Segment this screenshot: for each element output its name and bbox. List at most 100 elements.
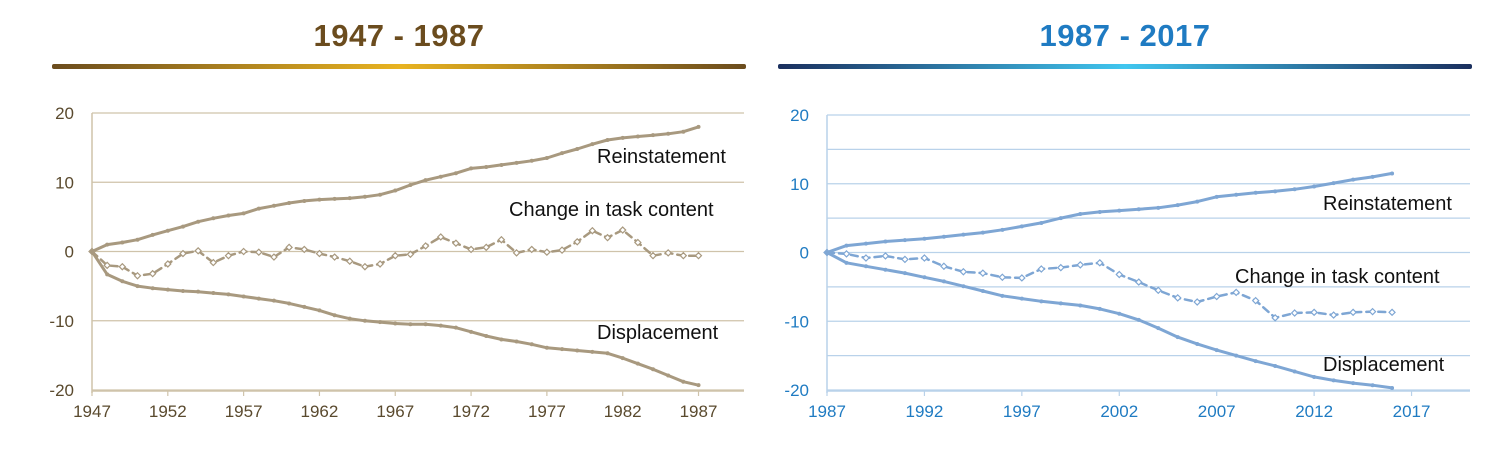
left-x-tick-label: 1982	[604, 402, 642, 421]
right-series-displacement-point	[1078, 303, 1083, 308]
left-series-displacement-point	[575, 348, 580, 353]
left-series-change-in-task-content-point	[315, 249, 324, 258]
left-series-change-in-task-content-point	[103, 261, 112, 270]
left-series-change-in-task-content-point	[573, 237, 582, 246]
right-series-reinstatement-point	[1156, 205, 1161, 210]
left-series-reinstatement-point	[362, 194, 367, 199]
left-x-tick-label: 1952	[149, 402, 187, 421]
right-series-change-in-task-content-point	[920, 254, 929, 262]
left-series-reinstatement-point	[105, 242, 110, 247]
right-series-change-in-task-content-point	[1173, 294, 1182, 302]
left-x-tick-label: 1947	[73, 402, 111, 421]
left-series-displacement-point	[605, 351, 610, 356]
right-label-change-in-task-content: Change in task content	[1235, 266, 1440, 288]
left-series-displacement-point	[469, 329, 474, 334]
right-series-reinstatement-point	[1292, 187, 1297, 192]
left-series-change-in-task-content-point	[512, 249, 521, 257]
left-series-reinstatement-point	[120, 240, 125, 245]
right-x-tick-label: 1992	[906, 402, 944, 421]
left-series-change-in-task-content-point	[421, 242, 430, 250]
right-series-change-in-task-content-point	[1212, 292, 1221, 301]
right-series-change-in-task-content-point	[881, 252, 890, 260]
left-series-displacement-point	[408, 322, 413, 327]
right-series-change-in-task-content-point	[1368, 307, 1377, 316]
left-series-reinstatement-point	[590, 142, 595, 147]
left-series-reinstatement-point	[302, 198, 307, 203]
right-series-change-in-task-content-point	[1018, 274, 1026, 282]
right-series-reinstatement-point	[941, 234, 946, 239]
left-series-displacement-point	[287, 301, 292, 306]
right-series-displacement-point	[1351, 381, 1356, 386]
left-y-tick-label: -10	[49, 312, 74, 331]
right-series-change-in-task-content-point	[1388, 308, 1396, 317]
right-series-change-in-task-content-point	[1056, 263, 1065, 272]
right-series-change-in-task-content-point	[1115, 270, 1124, 279]
left-series-change-in-task-content-point	[694, 251, 703, 260]
left-series-displacement-point	[165, 287, 170, 292]
right-series-reinstatement-point	[1097, 209, 1102, 214]
right-series-change-in-task-content-point	[1037, 265, 1046, 273]
right-series-displacement-point	[1156, 326, 1161, 331]
left-series-displacement-point	[453, 325, 458, 330]
left-series-reinstatement-point	[620, 135, 625, 140]
right-series-displacement-point	[1097, 306, 1102, 311]
right-series-reinstatement-point	[1000, 227, 1005, 232]
right-series-reinstatement-point	[1136, 207, 1141, 212]
right-series-reinstatement-point	[1390, 171, 1395, 176]
left-series-reinstatement-point	[696, 124, 701, 129]
right-series-displacement-point	[1331, 378, 1336, 383]
left-x-tick-label: 1967	[376, 402, 414, 421]
left-series-reinstatement-point	[575, 147, 580, 152]
left-x-tick-label: 1987	[680, 402, 718, 421]
right-series-displacement-point	[1390, 385, 1395, 390]
right-series-displacement-point	[1292, 369, 1297, 374]
right-series-displacement-point	[1253, 359, 1258, 364]
right-series-change-in-task-content-point	[940, 262, 948, 271]
right-series-displacement-point	[1214, 348, 1219, 353]
left-series-reinstatement-point	[438, 174, 443, 179]
left-y-tick-label: 0	[65, 243, 74, 262]
right-series-displacement-point	[883, 267, 888, 272]
right-series-reinstatement-point	[1253, 190, 1258, 195]
right-series-displacement-point	[1175, 335, 1180, 340]
right-y-tick-label: 10	[790, 175, 809, 194]
right-series-displacement-point	[844, 260, 849, 265]
left-series-displacement-point	[681, 379, 686, 384]
left-series-change-in-task-content-point	[588, 226, 597, 235]
right-series-displacement-point	[1195, 341, 1200, 346]
right-x-tick-label: 2007	[1198, 402, 1236, 421]
right-series-reinstatement-point	[1273, 189, 1278, 194]
left-series-displacement-point	[635, 361, 640, 366]
right-series-displacement-point	[980, 289, 985, 293]
right-series-displacement-point	[825, 250, 829, 255]
right-x-tick-label: 1987	[808, 402, 846, 421]
left-series-change-in-task-content-point	[133, 271, 142, 280]
left-series-change-in-task-content-point	[634, 238, 642, 247]
right-series-change-in-task-content-point	[1251, 296, 1260, 305]
right-series-change-in-task-content-point	[959, 267, 968, 276]
left-series-reinstatement-point	[681, 129, 686, 134]
right-series-displacement-point	[1312, 374, 1317, 379]
right-series-reinstatement-point	[1117, 208, 1122, 213]
right-x-tick-label: 2017	[1393, 402, 1431, 421]
right-series-displacement-point	[1039, 299, 1044, 304]
left-series-reinstatement-point	[332, 196, 337, 201]
right-x-tick-label: 2012	[1295, 402, 1333, 421]
left-series-displacement-point	[499, 337, 504, 342]
left-series-reinstatement-point	[287, 201, 292, 206]
left-series-displacement-point	[332, 313, 337, 318]
right-title-rule	[778, 64, 1472, 69]
left-series-change-in-task-content-point	[163, 260, 172, 268]
right-series-reinstatement-point	[1039, 220, 1044, 225]
left-series-change-in-task-content-point	[618, 226, 627, 234]
left-series-change-in-task-content-point	[406, 250, 415, 259]
right-series-displacement-point	[863, 264, 868, 269]
right-series-displacement-point	[1234, 353, 1239, 358]
left-series-reinstatement-point	[165, 228, 170, 233]
left-series-displacement-point	[651, 367, 656, 372]
right-series-change-in-task-content-point	[998, 273, 1007, 282]
left-series-reinstatement-point	[499, 162, 504, 167]
left-series-change-in-task-content-point	[664, 249, 673, 257]
left-series-reinstatement-point	[196, 219, 201, 224]
left-series-displacement-point	[529, 342, 534, 347]
